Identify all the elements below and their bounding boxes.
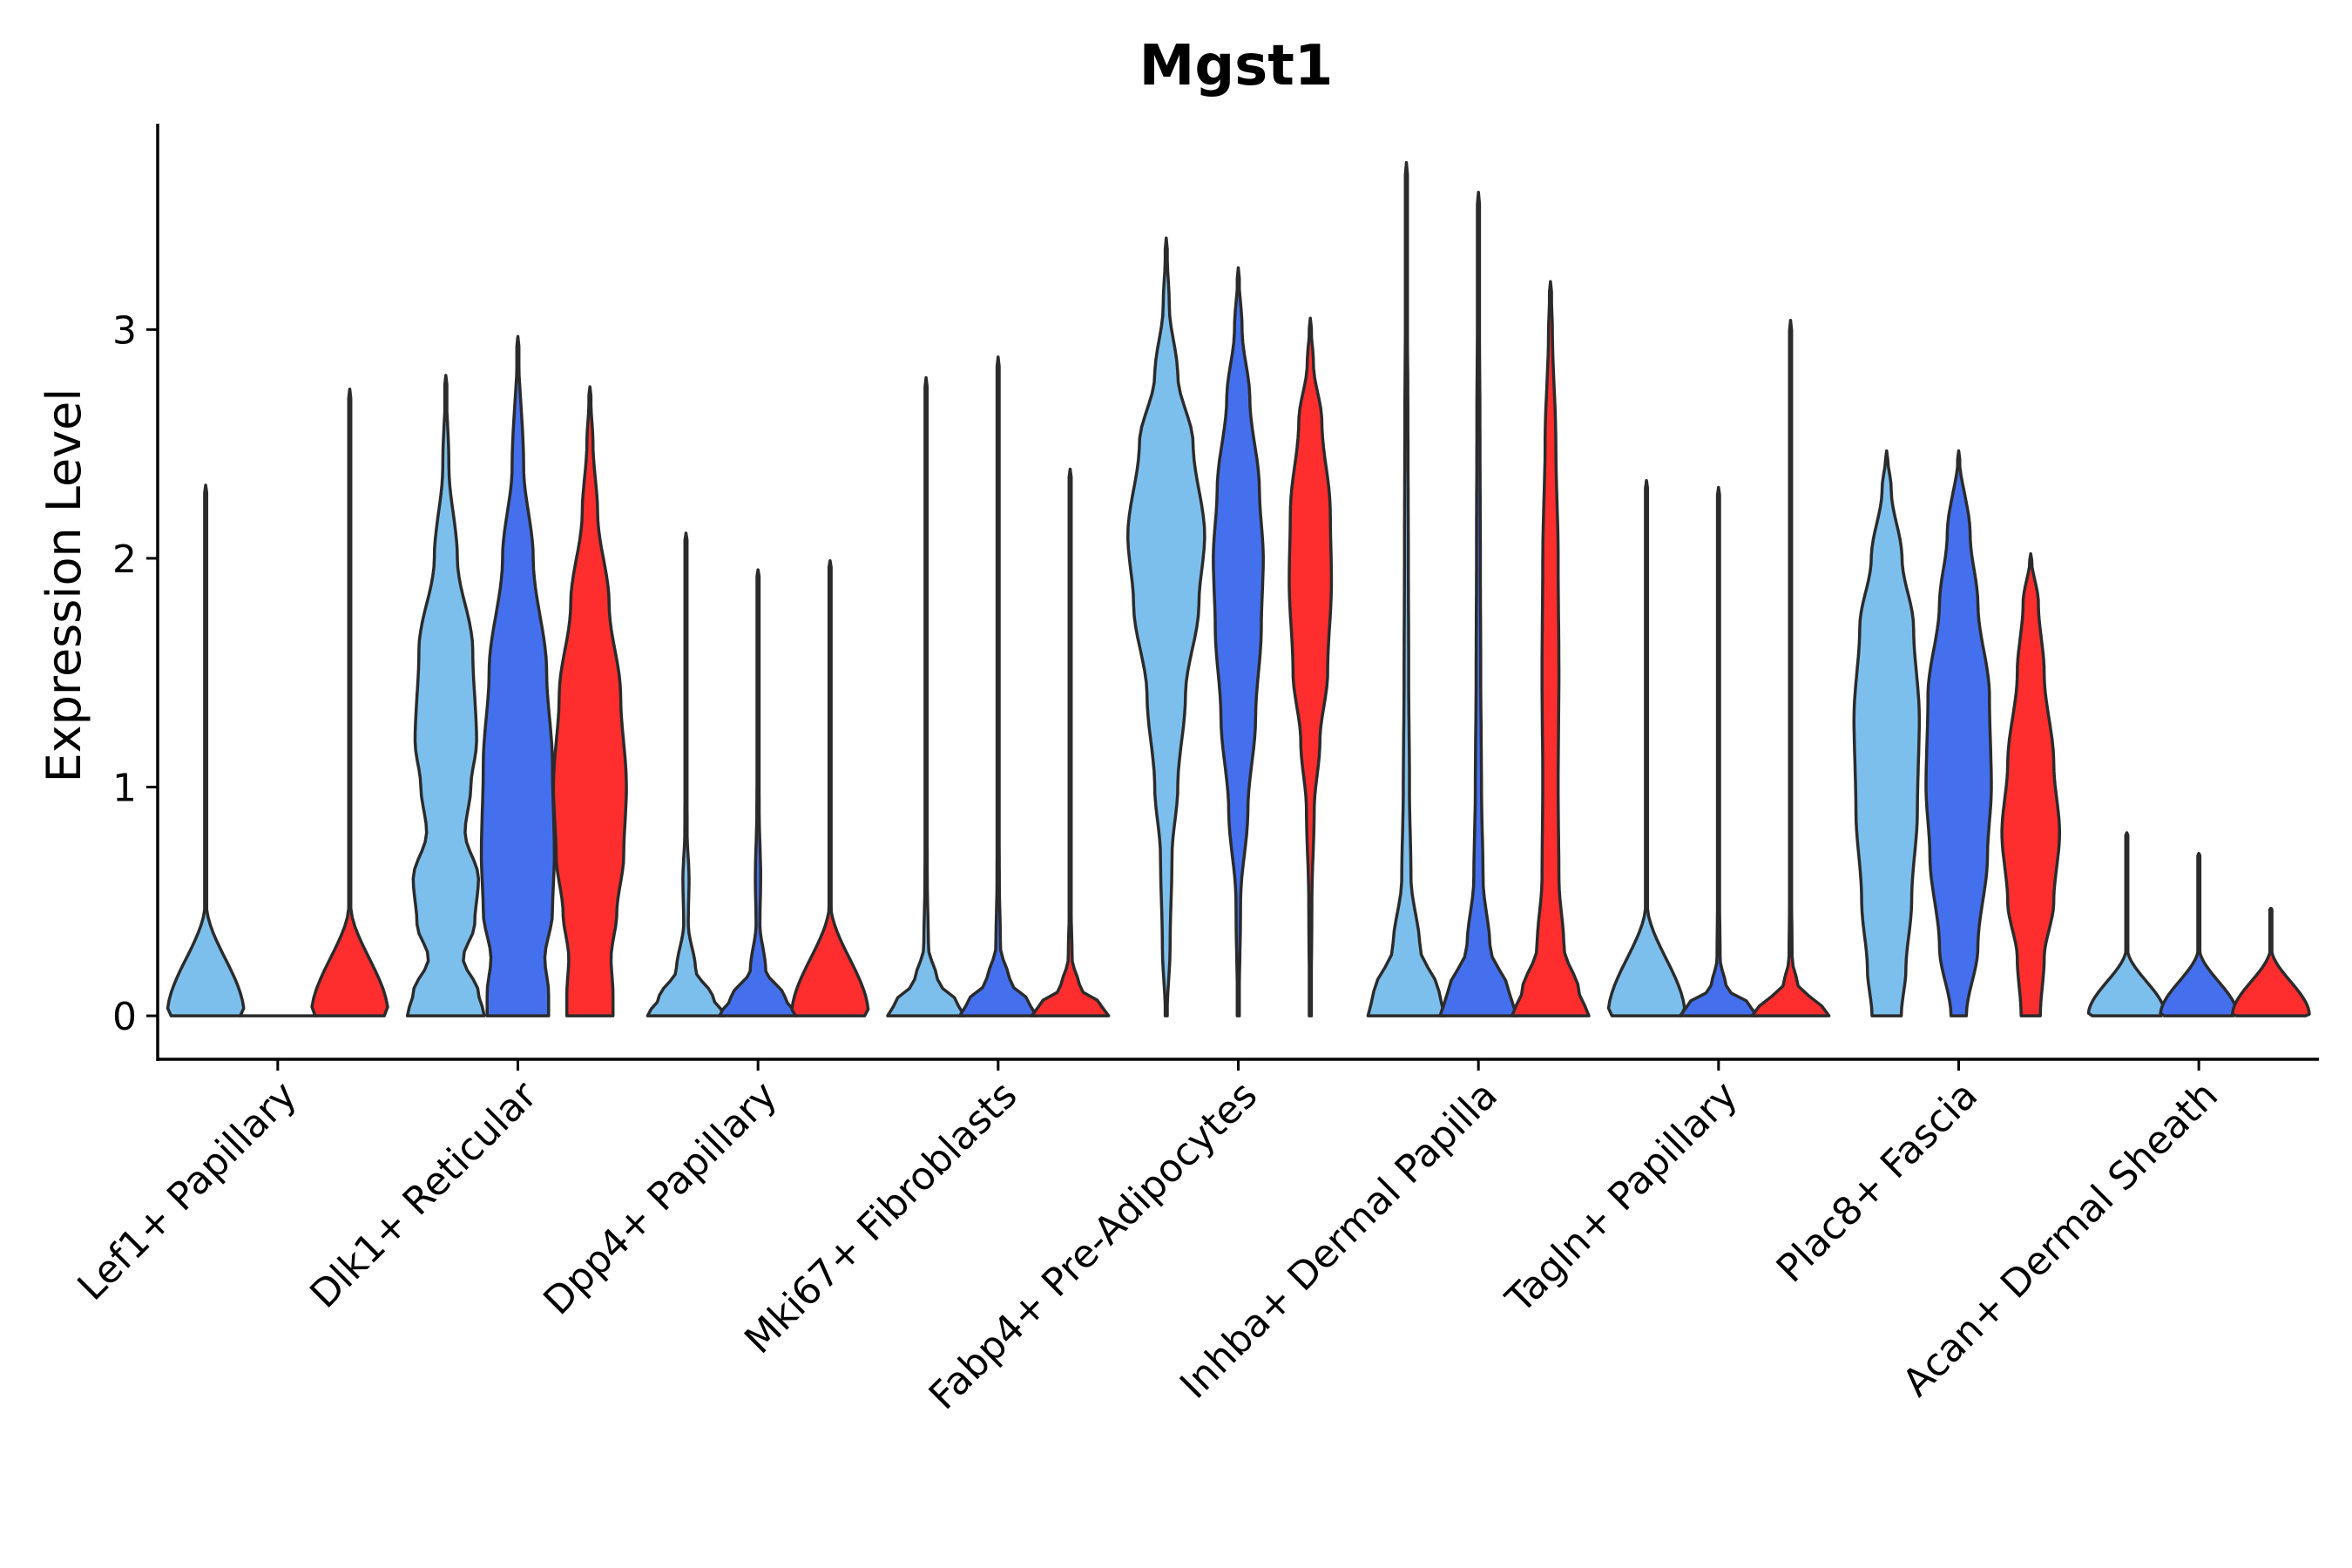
violin-7-3 <box>1750 319 1831 1017</box>
violin-5-3 <box>1288 316 1334 1017</box>
violin-6-1 <box>1366 160 1447 1017</box>
violin-8-3 <box>2000 551 2062 1017</box>
x-tick-label: Tagln+ Papillary <box>1497 1073 1746 1322</box>
violin-1-1 <box>166 483 246 1017</box>
violin-layer <box>166 160 2311 1017</box>
violin-5-2 <box>1212 266 1265 1017</box>
x-tick-label: Dlk1+ Reticular <box>301 1072 546 1317</box>
violin-9-1 <box>2086 831 2167 1017</box>
x-tick-label: Plac8+ Fascia <box>1768 1073 1987 1292</box>
violin-8-1 <box>1852 449 1922 1017</box>
violin-6-3 <box>1511 280 1591 1017</box>
x-tick-label: Mki67+ Fibroblasts <box>736 1073 1025 1362</box>
violin-3-2 <box>718 568 799 1017</box>
violin-9-3 <box>2231 906 2311 1017</box>
violin-1-3 <box>310 387 389 1017</box>
y-tick-label: 1 <box>112 767 137 811</box>
violin-3-3 <box>790 558 870 1017</box>
violin-8-2 <box>1924 449 1993 1017</box>
violin-5-1 <box>1125 236 1206 1017</box>
violin-7-1 <box>1606 478 1686 1017</box>
violin-9-2 <box>2159 851 2239 1017</box>
y-tick-label: 0 <box>112 995 137 1039</box>
violin-2-3 <box>551 385 628 1017</box>
violin-4-2 <box>957 355 1038 1017</box>
violin-2-1 <box>405 374 486 1017</box>
y-ticks: 0 1 2 3 <box>112 308 158 1039</box>
violin-4-1 <box>886 375 966 1017</box>
violin-7-2 <box>1678 485 1759 1017</box>
x-tick-label: Dpp4+ Papillary <box>535 1073 786 1324</box>
x-tick-label: Lef1+ Papillary <box>70 1073 306 1309</box>
y-tick-label: 2 <box>112 537 137 582</box>
y-axis-label: Expression Level <box>37 389 91 783</box>
violin-3-1 <box>645 531 727 1017</box>
y-tick-label: 3 <box>112 308 137 353</box>
chart-title: Mgst1 <box>1139 34 1334 98</box>
violin-6-2 <box>1438 191 1519 1017</box>
violin-4-3 <box>1030 467 1111 1017</box>
violin-2-2 <box>479 335 557 1017</box>
